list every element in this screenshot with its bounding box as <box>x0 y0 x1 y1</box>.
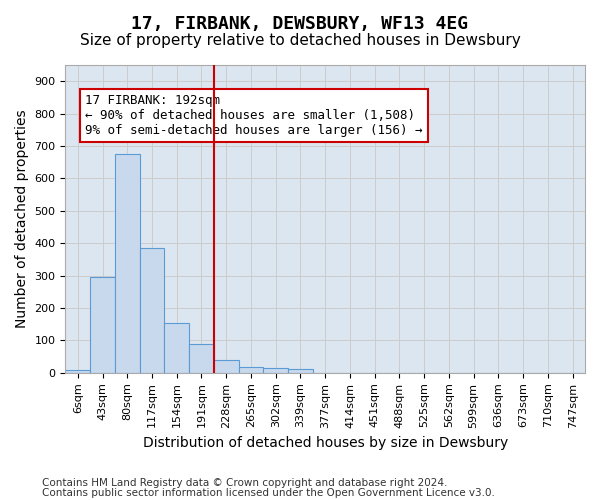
Bar <box>189 344 214 373</box>
Text: Contains HM Land Registry data © Crown copyright and database right 2024.: Contains HM Land Registry data © Crown c… <box>42 478 448 488</box>
Text: Contains public sector information licensed under the Open Government Licence v3: Contains public sector information licen… <box>42 488 495 498</box>
Bar <box>263 368 288 373</box>
X-axis label: Distribution of detached houses by size in Dewsbury: Distribution of detached houses by size … <box>143 436 508 450</box>
Bar <box>90 277 115 373</box>
Bar <box>239 368 263 373</box>
Bar <box>214 360 239 373</box>
Bar <box>140 248 164 373</box>
Y-axis label: Number of detached properties: Number of detached properties <box>15 110 29 328</box>
Text: 17 FIRBANK: 192sqm
← 90% of detached houses are smaller (1,508)
9% of semi-detac: 17 FIRBANK: 192sqm ← 90% of detached hou… <box>85 94 422 137</box>
Bar <box>288 369 313 373</box>
Bar <box>115 154 140 373</box>
Text: 17, FIRBANK, DEWSBURY, WF13 4EG: 17, FIRBANK, DEWSBURY, WF13 4EG <box>131 15 469 33</box>
Text: Size of property relative to detached houses in Dewsbury: Size of property relative to detached ho… <box>80 32 520 48</box>
Bar <box>164 322 189 373</box>
Bar <box>65 370 90 373</box>
